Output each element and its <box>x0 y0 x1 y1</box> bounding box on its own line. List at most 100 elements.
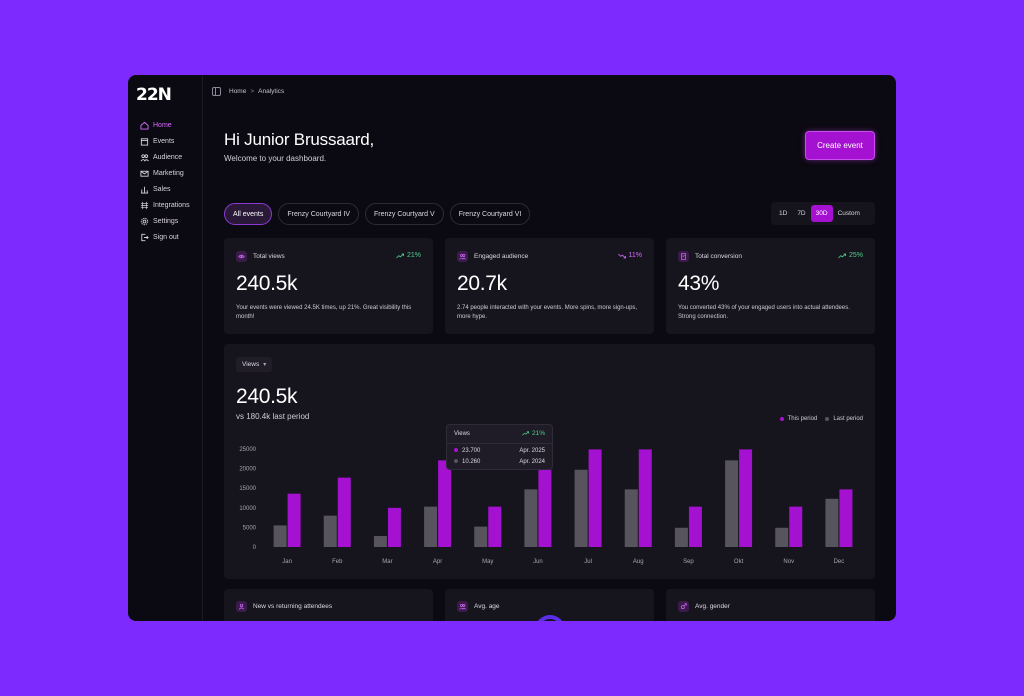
stat-value: 43% <box>678 272 720 295</box>
breadcrumb-separator: > <box>250 87 255 95</box>
breadcrumb: Home > Analytics <box>212 85 284 97</box>
bar-last-nov[interactable] <box>775 527 789 547</box>
stat-change: 25% <box>838 252 863 259</box>
range-1d[interactable]: 1D <box>779 210 788 217</box>
range-custom[interactable]: Custom <box>837 210 860 217</box>
sidebar-item-audience[interactable]: Audience <box>140 149 190 165</box>
chart-legend: This period Last period <box>772 416 863 422</box>
filter-chip-frenzy-vi[interactable]: Frenzy Courtyard VI <box>449 203 531 225</box>
stat-card-total-views[interactable]: Total views 21% 240.5k Your events were … <box>224 238 433 334</box>
sign-out-icon <box>140 233 149 242</box>
bar-this-nov[interactable] <box>789 506 803 547</box>
bar-this-okt[interactable] <box>739 449 753 547</box>
bar-this-sep[interactable] <box>688 506 702 547</box>
stat-value: 20.7k <box>457 272 507 295</box>
bar-this-feb[interactable] <box>337 477 351 547</box>
bar-this-mar[interactable] <box>387 507 401 547</box>
sidebar-item-sign-out[interactable]: Sign out <box>140 229 190 245</box>
tooltip-row-this: 23.700 Apr. 2025 <box>454 448 545 454</box>
bar-last-sep[interactable] <box>674 527 688 547</box>
create-event-button[interactable]: Create event <box>805 131 875 160</box>
bar-last-aug[interactable] <box>624 489 638 547</box>
bar-this-apr[interactable] <box>438 460 452 547</box>
bar-last-jul[interactable] <box>574 469 588 547</box>
bar-last-jun[interactable] <box>524 489 538 547</box>
bar-chart: 0 5000 10000 15000 20000 25000 Jan Feb Mar Apr May… <box>239 447 853 565</box>
page-subtitle: Welcome to your dashboard. <box>224 154 327 163</box>
x-tick-label: Sep <box>683 559 694 565</box>
date-range-selector: 1D 7D 30D Custom <box>771 202 875 225</box>
bar-last-jan[interactable] <box>273 525 287 547</box>
tooltip-change: 21% <box>522 430 545 437</box>
x-tick-label: Jul <box>584 559 592 565</box>
bar-this-dec[interactable] <box>839 489 853 547</box>
y-tick-label: 25000 <box>239 447 256 453</box>
sidebar-item-marketing[interactable]: Marketing <box>140 165 190 181</box>
sidebar-item-label: Sales <box>153 185 171 193</box>
bar-this-jul[interactable] <box>588 449 602 547</box>
bar-last-may[interactable] <box>474 526 488 547</box>
bar-this-jan[interactable] <box>287 493 301 547</box>
calendar-icon <box>140 137 149 146</box>
bar-this-may[interactable] <box>488 506 502 547</box>
stat-description: 2.74 people interacted with your events.… <box>457 305 638 320</box>
stat-change: 11% <box>617 252 642 259</box>
sidebar-item-settings[interactable]: Settings <box>140 213 190 229</box>
range-30d[interactable]: 30D <box>810 205 833 222</box>
ticket-icon <box>678 251 689 262</box>
chart-total-value: 240.5k <box>236 385 298 408</box>
stat-card-total-conversion[interactable]: Total conversion 25% 43% You converted 4… <box>666 238 875 334</box>
stat-card-engaged-audience[interactable]: Engaged audience 11% 20.7k 2.74 people i… <box>445 238 654 334</box>
sidebar-item-integrations[interactable]: Integrations <box>140 197 190 213</box>
sidebar-item-events[interactable]: Events <box>140 133 190 149</box>
trend-up-icon <box>522 431 529 436</box>
x-tick-label: Jan <box>282 559 292 565</box>
stat-label: Total views <box>253 253 285 260</box>
x-tick-label: Dec <box>834 559 845 565</box>
bar-chart-icon <box>140 185 149 194</box>
stat-value: 240.5k <box>236 272 298 295</box>
avg-age-card[interactable]: Avg. age <box>445 589 654 621</box>
chevron-down-icon: ▾ <box>263 362 267 368</box>
greeting: Hi Junior Brussaard, Welcome to your das… <box>224 130 374 163</box>
range-7d[interactable]: 7D <box>797 210 806 217</box>
trend-up-icon <box>396 253 404 258</box>
gear-icon <box>140 217 149 226</box>
trend-down-icon <box>617 253 626 258</box>
mail-icon <box>140 169 149 178</box>
filter-chip-frenzy-iv[interactable]: Frenzy Courtyard IV <box>278 203 359 225</box>
legend-this-period[interactable]: This period <box>779 416 817 422</box>
sidebar-item-label: Marketing <box>153 169 184 177</box>
x-tick-label: Aug <box>633 559 644 565</box>
bar-last-dec[interactable] <box>825 498 839 547</box>
grid-icon <box>140 201 149 210</box>
x-tick-label: May <box>482 559 493 565</box>
card-label: Avg. age <box>474 603 500 610</box>
sidebar-item-home[interactable]: Home <box>140 117 190 133</box>
avg-gender-card[interactable]: Avg. gender <box>666 589 875 621</box>
card-label: New vs returning attendees <box>253 603 333 610</box>
bar-this-aug[interactable] <box>638 449 652 547</box>
brand-logo[interactable]: 22N <box>136 85 172 105</box>
y-tick-label: 20000 <box>239 467 256 473</box>
bar-last-apr[interactable] <box>424 506 438 547</box>
metric-dropdown[interactable]: Views ▾ <box>236 357 273 372</box>
page-title: Hi Junior Brussaard, <box>224 130 375 149</box>
filter-chip-all-events[interactable]: All events <box>224 203 273 225</box>
bar-last-okt[interactable] <box>725 460 739 547</box>
filter-chip-frenzy-v[interactable]: Frenzy Courtyard V <box>365 203 444 225</box>
chart-comparison: vs 180.4k last period <box>236 412 310 421</box>
sidebar-nav: Home Events Audience Marketing Sales Int… <box>140 117 190 245</box>
bar-last-mar[interactable] <box>373 536 387 547</box>
bar-last-feb[interactable] <box>323 515 337 547</box>
sidebar-item-sales[interactable]: Sales <box>140 181 190 197</box>
stat-label: Engaged audience <box>474 253 529 260</box>
breadcrumb-home[interactable]: Home <box>229 87 247 95</box>
bar-this-jun[interactable] <box>538 469 552 547</box>
card-label: Avg. gender <box>695 603 730 610</box>
new-vs-returning-card[interactable]: New vs returning attendees <box>224 589 433 621</box>
y-tick-label: 0 <box>253 545 257 551</box>
x-tick-label: Apr <box>433 559 442 565</box>
sidebar-toggle-icon[interactable] <box>212 86 221 96</box>
legend-last-period[interactable]: Last period <box>825 416 863 422</box>
